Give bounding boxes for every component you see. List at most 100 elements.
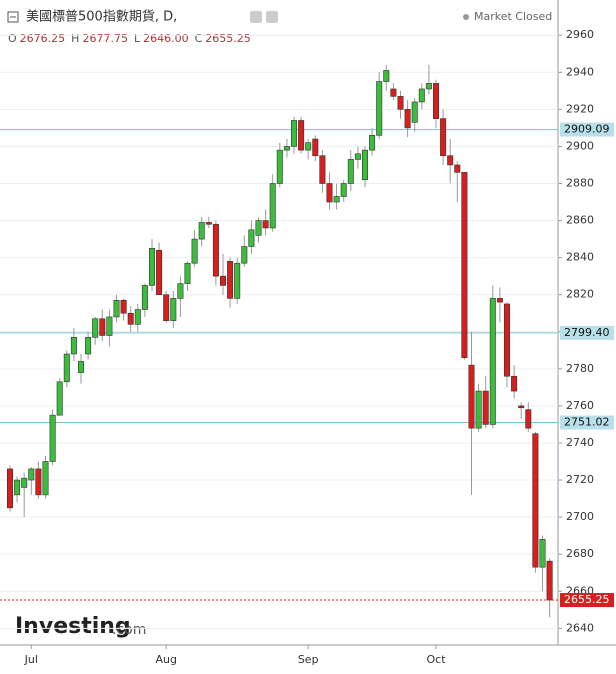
candle-body	[35, 468, 42, 496]
candle-body	[141, 285, 148, 310]
x-tick-label: Jul	[24, 653, 38, 666]
level-tag	[560, 415, 614, 430]
level-label: 2751.02	[564, 416, 610, 429]
y-tick-label: 2940	[566, 65, 594, 78]
chart-title: 美國標普500指數期貨, D,	[26, 9, 177, 25]
candle-body	[532, 433, 539, 568]
ohlc-name: L	[134, 32, 141, 45]
candle-body	[312, 138, 319, 156]
x-tick-label: Oct	[426, 653, 446, 666]
candle-body	[376, 81, 383, 136]
candle-body	[404, 109, 411, 129]
candle-body	[248, 229, 255, 247]
y-tick-label: 2840	[566, 251, 594, 264]
candle-body	[134, 309, 141, 325]
candle-body	[184, 262, 191, 284]
candle-body	[432, 83, 439, 119]
candle-body	[227, 261, 234, 299]
candle-body	[276, 149, 283, 184]
candle-body	[241, 246, 248, 264]
x-tick-label: Aug	[155, 653, 176, 666]
ohlc-value: 2677.75	[82, 32, 128, 45]
settings-icon[interactable]	[250, 11, 262, 23]
candle-body	[298, 120, 305, 151]
candle-body	[546, 560, 553, 601]
last-price-tag	[560, 593, 614, 608]
candle-body	[511, 375, 518, 392]
y-tick-label: 2740	[566, 436, 594, 449]
candle-body	[496, 298, 503, 303]
candle-body	[21, 477, 28, 488]
ohlc-name: O	[8, 32, 17, 45]
candle-body	[283, 146, 290, 151]
candle-body	[269, 183, 276, 229]
candle-body	[49, 414, 56, 462]
y-tick-label: 2700	[566, 510, 594, 523]
candle-body	[333, 196, 340, 203]
candle-body	[56, 381, 63, 416]
candle-body	[120, 299, 127, 314]
candle-body	[518, 405, 525, 409]
candle-body	[92, 318, 99, 338]
ohlc-value: 2676.25	[20, 32, 66, 45]
candle-body	[205, 222, 212, 225]
ohlc-value: 2655.25	[205, 32, 251, 45]
logo: Investing	[15, 614, 131, 639]
candle-body	[7, 468, 14, 509]
ohlc-value: 2646.00	[143, 32, 189, 45]
candle-body	[347, 159, 354, 184]
candle-body	[489, 298, 496, 425]
settings-icon[interactable]	[266, 11, 278, 23]
candle-body	[418, 88, 425, 103]
candle-body	[305, 142, 312, 151]
level-tag	[560, 325, 614, 340]
candle-body	[170, 298, 177, 321]
candle-body	[156, 249, 163, 295]
candle-body	[475, 390, 482, 429]
candle-body	[127, 312, 134, 325]
candle-body	[149, 248, 156, 286]
y-tick-label: 2760	[566, 399, 594, 412]
y-tick-label: 2920	[566, 102, 594, 115]
candle-body	[354, 153, 361, 160]
candle-body	[220, 275, 227, 286]
candle-body	[191, 238, 198, 264]
last-price-label: 2655.25	[564, 593, 610, 606]
candle-body	[290, 120, 297, 147]
candle-body	[234, 262, 241, 299]
candle-body	[177, 283, 184, 299]
y-tick-label: 2640	[566, 621, 594, 634]
candle-body	[113, 299, 120, 318]
candle-body	[503, 303, 510, 377]
y-tick-label: 2960	[566, 28, 594, 41]
candle-body	[85, 337, 92, 355]
candle-body	[461, 172, 468, 359]
y-tick-label: 2680	[566, 547, 594, 560]
y-tick-label: 2780	[566, 362, 594, 375]
x-tick-label: Sep	[298, 653, 319, 666]
candle-body	[340, 183, 347, 197]
candle-body	[425, 83, 432, 90]
candle-body	[42, 461, 49, 496]
ohlc-name: C	[195, 32, 203, 45]
candle-body	[440, 118, 447, 156]
y-tick-label: 2900	[566, 139, 594, 152]
candle-body	[525, 409, 532, 429]
candle-body	[198, 222, 205, 240]
y-tick-label: 2820	[566, 288, 594, 301]
candle-body	[106, 316, 113, 336]
candle-body	[63, 353, 70, 383]
level-tag	[560, 122, 614, 137]
candle-body	[212, 223, 219, 277]
candle-body	[14, 479, 21, 496]
collapse-icon[interactable]	[7, 11, 19, 23]
ohlc-header: O 2676.25 H 2677.75 L 2646.00 C 2655.25	[8, 32, 251, 45]
candle-body	[447, 155, 454, 166]
status-dot	[463, 14, 469, 20]
candle-body	[468, 364, 475, 429]
candle-body	[390, 88, 397, 97]
candle-body	[78, 361, 85, 373]
candle-body	[255, 220, 262, 236]
candle-body	[163, 294, 170, 321]
